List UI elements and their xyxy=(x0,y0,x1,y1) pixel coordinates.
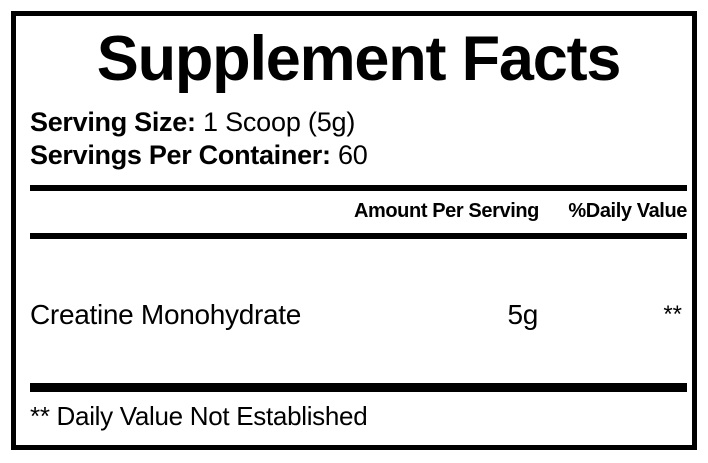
nutrient-amount: 5g xyxy=(507,299,538,330)
servings-per-container-value: 60 xyxy=(330,140,368,170)
nutrient-daily-value: ** xyxy=(663,301,682,328)
serving-size-line: Serving Size: 1 Scoop (5g) xyxy=(30,107,355,137)
column-headers: Amount Per Serving %Daily Value xyxy=(30,198,687,224)
table-row: Creatine Monohydrate 5g ** xyxy=(30,297,687,333)
serving-size-label: Serving Size: xyxy=(30,107,196,137)
rule-below-headers xyxy=(30,233,687,239)
servings-per-container-label: Servings Per Container: xyxy=(30,140,331,170)
serving-size-value: 1 Scoop (5g) xyxy=(195,107,356,137)
rule-above-footnote xyxy=(30,383,687,392)
column-header-amount-per-serving: Amount Per Serving xyxy=(353,200,539,222)
column-header-daily-value: %Daily Value xyxy=(568,200,687,222)
supplement-facts-panel: Supplement Facts Serving Size: 1 Scoop (… xyxy=(11,11,697,450)
supplement-facts-content: Supplement Facts Serving Size: 1 Scoop (… xyxy=(30,16,687,445)
footnote-daily-value: ** Daily Value Not Established xyxy=(30,401,368,431)
rule-above-headers xyxy=(30,185,687,191)
page-title: Supplement Facts xyxy=(96,24,622,94)
nutrient-name: Creatine Monohydrate xyxy=(30,299,302,330)
servings-per-container-line: Servings Per Container: 60 xyxy=(30,140,368,170)
